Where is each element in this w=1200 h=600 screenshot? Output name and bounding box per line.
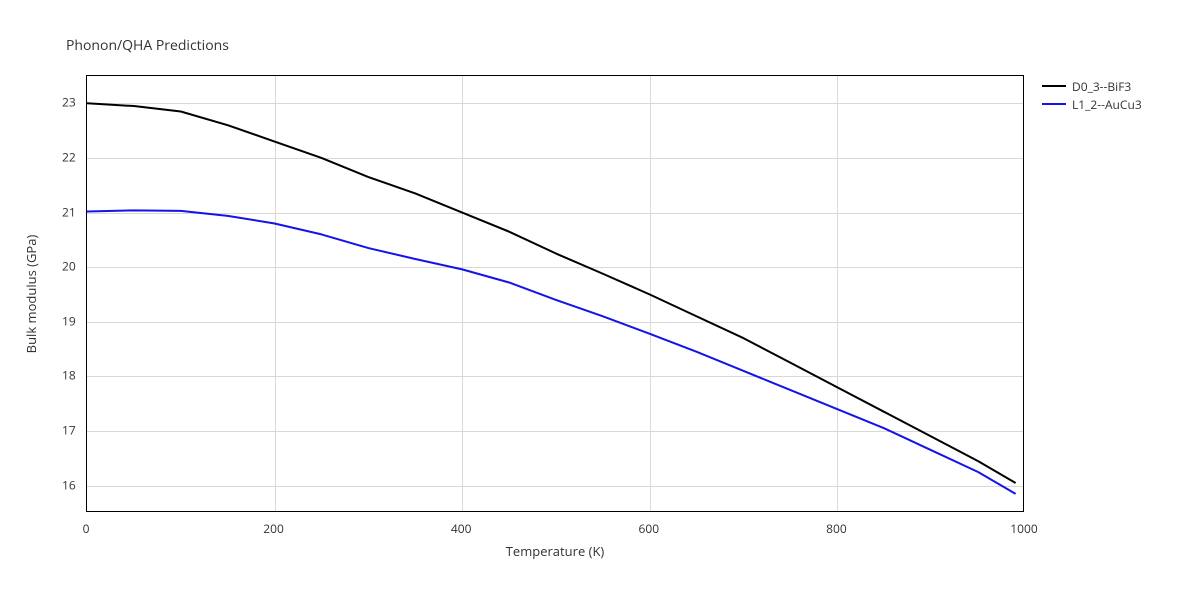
y-tick-label: 17: [62, 422, 76, 439]
x-tick-label: 200: [263, 520, 284, 537]
chart-title: Phonon/QHA Predictions: [66, 36, 229, 55]
x-tick-label: 800: [826, 520, 847, 537]
plot-area: [86, 75, 1024, 512]
y-tick-label: 16: [62, 476, 76, 493]
legend-label: L1_2--AuCu3: [1072, 96, 1142, 113]
legend: D0_3--BiF3L1_2--AuCu3: [1042, 77, 1142, 113]
legend-swatch: [1042, 103, 1066, 105]
y-tick-label: 19: [62, 312, 76, 329]
y-axis-label: Bulk modulus (GPa): [22, 234, 40, 353]
x-tick-label: 400: [451, 520, 472, 537]
series-line-1: [87, 210, 1016, 494]
legend-label: D0_3--BiF3: [1072, 78, 1131, 95]
x-tick-label: 600: [639, 520, 660, 537]
y-tick-label: 23: [62, 94, 76, 111]
x-axis-label: Temperature (K): [506, 542, 605, 560]
y-tick-label: 18: [62, 367, 76, 384]
x-tick-label: 1000: [1010, 520, 1037, 537]
x-tick-label: 0: [83, 520, 90, 537]
legend-item[interactable]: L1_2--AuCu3: [1042, 95, 1142, 113]
y-tick-label: 22: [62, 148, 76, 165]
legend-item[interactable]: D0_3--BiF3: [1042, 77, 1142, 95]
y-tick-label: 20: [62, 258, 76, 275]
legend-swatch: [1042, 85, 1066, 87]
y-tick-label: 21: [62, 203, 76, 220]
chart-lines: [87, 76, 1025, 513]
